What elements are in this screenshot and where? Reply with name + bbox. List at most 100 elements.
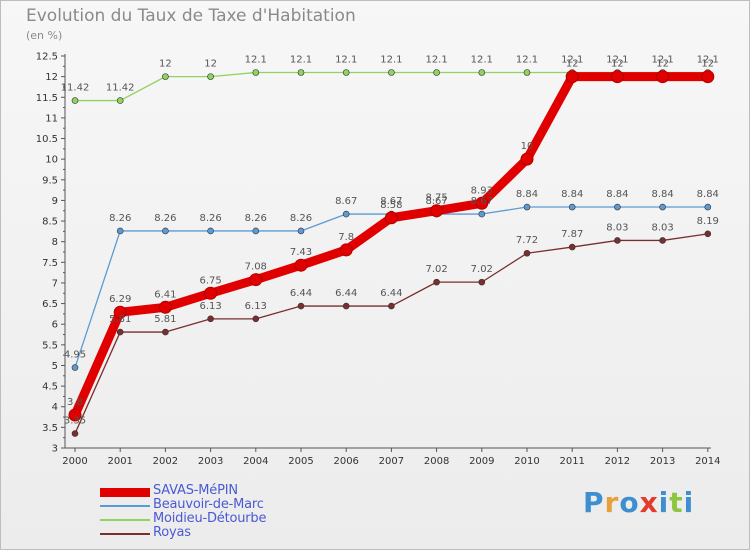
y-tick-label: 8 bbox=[52, 237, 58, 248]
data-label: 3.35 bbox=[64, 416, 86, 427]
series-3 bbox=[71, 230, 712, 437]
data-point bbox=[610, 70, 624, 84]
data-point bbox=[478, 278, 486, 286]
data-label: 8.67 bbox=[380, 196, 402, 207]
data-point bbox=[433, 278, 440, 286]
data-label: 8.84 bbox=[651, 189, 673, 200]
data-label: 5.81 bbox=[109, 314, 131, 325]
legend-swatch bbox=[100, 527, 150, 541]
y-tick-label: 9 bbox=[52, 196, 58, 207]
data-label: 12.1 bbox=[651, 55, 673, 66]
data-point bbox=[158, 300, 172, 314]
data-label: 6.13 bbox=[245, 301, 267, 312]
legend-swatch-line bbox=[100, 487, 150, 497]
data-label: 7.87 bbox=[561, 229, 583, 240]
data-label: 8.26 bbox=[199, 213, 221, 224]
data-label: 12.1 bbox=[335, 55, 357, 66]
data-point bbox=[568, 203, 576, 211]
y-tick-label: 12.5 bbox=[36, 52, 58, 63]
data-point bbox=[523, 249, 531, 257]
data-label: 8.67 bbox=[425, 196, 447, 207]
data-point bbox=[433, 69, 440, 76]
x-tick-label: 2013 bbox=[650, 456, 675, 467]
data-point bbox=[342, 210, 350, 218]
logo-letter: t bbox=[669, 486, 684, 519]
data-label: 12 bbox=[656, 59, 669, 70]
data-label: 8.19 bbox=[697, 216, 719, 227]
data-label: 8.03 bbox=[651, 222, 673, 233]
data-label: 8.58 bbox=[380, 200, 402, 211]
legend-swatch-line bbox=[100, 519, 150, 521]
y-tick-label: 5 bbox=[52, 361, 58, 372]
data-label: 12 bbox=[159, 59, 172, 70]
data-point bbox=[162, 227, 169, 235]
data-label: 12.1 bbox=[561, 55, 583, 66]
data-point bbox=[565, 70, 579, 84]
axes: 3 3.5 4 4.5 5 5.5 6 6.5 7 7.5 8 8.5 9 9.5 10 10.5 11 11.5… bbox=[36, 52, 721, 468]
data-label: 6.44 bbox=[335, 288, 357, 299]
x-tick-label: 2007 bbox=[379, 456, 404, 467]
y-tick-label: 12 bbox=[45, 72, 58, 83]
legend-label: SAVAS-MéPIN bbox=[153, 483, 238, 498]
x-tick-label: 2010 bbox=[514, 456, 539, 467]
data-point bbox=[113, 305, 127, 319]
x-tick-label: 2001 bbox=[107, 456, 132, 467]
legend-label: Beauvoir-de-Marc bbox=[153, 497, 264, 512]
x-tick-label: 2000 bbox=[62, 456, 87, 467]
y-tick-label: 4 bbox=[52, 402, 58, 413]
data-label: 12.1 bbox=[606, 55, 628, 66]
data-point bbox=[520, 152, 534, 166]
data-point bbox=[614, 203, 621, 211]
data-point bbox=[294, 258, 308, 272]
data-label: 8.26 bbox=[245, 213, 267, 224]
data-point bbox=[342, 302, 350, 310]
data-point bbox=[252, 227, 260, 235]
legend-swatch-line bbox=[100, 533, 150, 535]
data-label: 7.8 bbox=[338, 232, 354, 243]
y-tick-label: 11 bbox=[45, 113, 58, 124]
y-tick-label: 8.5 bbox=[42, 217, 58, 228]
legend-label: Royas bbox=[153, 525, 191, 540]
data-point bbox=[568, 243, 576, 251]
x-tick-label: 2006 bbox=[333, 456, 358, 467]
data-label: 5.81 bbox=[154, 314, 176, 325]
data-point bbox=[478, 69, 486, 76]
data-label: 11.42 bbox=[61, 83, 90, 94]
data-point bbox=[162, 73, 169, 80]
chart-subtitle: (en %) bbox=[26, 29, 63, 42]
data-label: 7.02 bbox=[471, 264, 493, 275]
legend-swatch bbox=[100, 513, 150, 527]
logo-letter: x bbox=[639, 486, 659, 519]
data-label: 12.1 bbox=[380, 55, 402, 66]
series-line bbox=[70, 72, 713, 420]
data-point bbox=[116, 227, 124, 235]
logo-letter: r bbox=[604, 486, 620, 519]
legend-swatch bbox=[100, 485, 150, 499]
data-label: 6.75 bbox=[199, 275, 221, 286]
data-label: 6.41 bbox=[154, 289, 176, 300]
data-point bbox=[207, 73, 214, 80]
data-label: 8.84 bbox=[606, 189, 628, 200]
x-tick-label: 2008 bbox=[424, 456, 449, 467]
data-label: 12.1 bbox=[425, 55, 447, 66]
data-label: 3.8 bbox=[67, 397, 83, 408]
data-label: 8.26 bbox=[109, 213, 131, 224]
proxiti-logo: Proxiti bbox=[583, 486, 694, 519]
data-point bbox=[384, 211, 398, 225]
data-label: 12.1 bbox=[471, 55, 493, 66]
data-point bbox=[478, 210, 486, 218]
data-label: 7.02 bbox=[425, 264, 447, 275]
logo-letter: i bbox=[683, 486, 695, 519]
data-label: 7.72 bbox=[516, 235, 538, 246]
data-point bbox=[204, 286, 218, 300]
data-label: 8.67 bbox=[335, 196, 357, 207]
series-layer bbox=[68, 69, 715, 437]
x-tick-label: 2014 bbox=[695, 456, 720, 467]
data-point bbox=[297, 302, 305, 310]
data-label: 8.84 bbox=[561, 189, 583, 200]
series-0 bbox=[68, 70, 715, 422]
data-point bbox=[614, 237, 621, 244]
chart-title: Evolution du Taux de Taxe d'Habitation bbox=[26, 6, 356, 26]
x-tick-label: 2004 bbox=[243, 456, 268, 467]
